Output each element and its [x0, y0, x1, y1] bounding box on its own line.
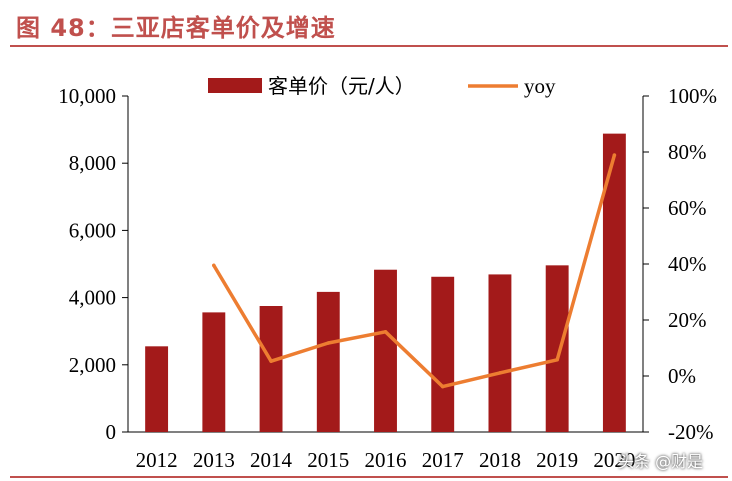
right-tick-label: 60%	[668, 196, 707, 220]
right-tick-label: 40%	[668, 252, 707, 276]
left-tick-label: 8,000	[69, 151, 116, 175]
left-tick-label: 6,000	[69, 218, 116, 242]
x-tick-label: 2018	[479, 448, 521, 472]
bar-2017	[431, 276, 455, 432]
figure-title: 图 48：三亚店客单价及增速	[16, 14, 336, 42]
yoy-point-2015	[326, 341, 331, 345]
bar-2019	[545, 265, 569, 432]
title-divider	[10, 45, 728, 47]
bar-series	[145, 133, 626, 432]
x-tick-label: 2013	[193, 448, 235, 472]
bar-2020	[602, 133, 626, 432]
bar-2012	[145, 346, 169, 432]
yoy-point-2019	[555, 358, 559, 362]
bar-2015	[316, 291, 340, 432]
x-tick-label: 2014	[250, 448, 293, 472]
bar-2016	[374, 269, 397, 432]
watermark: 头条 @财是	[618, 452, 704, 471]
x-axis-labels: 2012 2013 2014 2015 2016 2017 2018 2019 2020	[136, 448, 636, 472]
yoy-point-2017	[440, 384, 445, 389]
bottom-divider	[10, 476, 728, 478]
yoy-line-series	[212, 153, 617, 389]
x-tick-label: 2016	[365, 448, 407, 472]
right-axis: -20% 0% 20% 40% 60% 80% 100%	[642, 84, 717, 444]
x-tick-label: 2017	[422, 448, 464, 472]
x-tick-label: 2019	[536, 448, 578, 472]
right-tick-label: 100%	[668, 84, 717, 108]
x-tick-label: 2015	[307, 448, 349, 472]
left-tick-label: 10,000	[58, 84, 116, 108]
legend-line-label: yoy	[524, 74, 556, 98]
right-tick-label: -20%	[668, 420, 714, 444]
yoy-point-2020	[612, 153, 617, 157]
bar-2014	[259, 306, 283, 432]
bar-2013	[202, 312, 226, 432]
right-tick-label: 80%	[668, 140, 707, 164]
yoy-point-2016	[383, 330, 388, 334]
yoy-point-2018	[498, 371, 502, 375]
yoy-point-2013	[212, 263, 216, 268]
left-tick-label: 2,000	[69, 353, 116, 377]
yoy-point-2014	[269, 359, 273, 363]
x-tick-label: 2020	[593, 448, 635, 472]
right-tick-label: 0%	[668, 364, 696, 388]
legend-bar-label: 客单价（元/人）	[268, 74, 415, 98]
yoy-line	[212, 153, 617, 389]
bar-2018	[488, 274, 512, 432]
left-tick-label: 0	[106, 420, 117, 444]
right-tick-label: 20%	[668, 308, 707, 332]
legend: 客单价（元/人） yoy	[208, 74, 556, 98]
left-tick-label: 4,000	[69, 286, 116, 310]
legend-bar-swatch	[208, 78, 262, 93]
x-tick-label: 2012	[136, 448, 178, 472]
